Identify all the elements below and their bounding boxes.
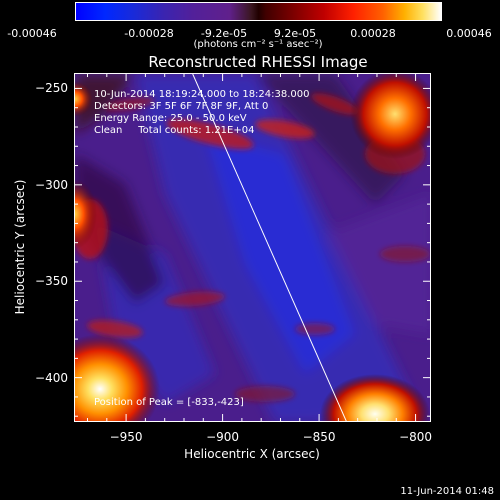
x-tick-label: −850	[302, 430, 336, 444]
heatmap-canvas	[75, 74, 430, 421]
annotation-time-range: 10-Jun-2014 18:19:24.000 to 18:24:38.000	[94, 89, 310, 100]
hotspot-top-right	[350, 74, 430, 159]
footer-timestamp: 11-Jun-2014 01:48	[400, 486, 494, 497]
heatmap-texture	[75, 74, 430, 421]
annotation-energy-range: Energy Range: 25.0 - 50.0 keV	[94, 113, 247, 124]
annotation-detectors: Detectors: 3F 5F 6F 7F 8F 9F, Att 0	[94, 101, 269, 112]
y-tick-label: −250	[35, 81, 68, 96]
hotspot-left	[75, 179, 97, 249]
y-tick-label: −400	[35, 370, 68, 385]
hotspot-bottom-left	[75, 334, 160, 421]
y-tick-label: −300	[35, 177, 68, 192]
chart-title: Reconstructed RHESSI Image	[148, 53, 368, 71]
x-tick-label: −800	[399, 430, 433, 444]
x-tick-label: −900	[206, 430, 240, 444]
annotation-counts: Clean Total counts: 1.21E+04	[94, 125, 255, 136]
colorbar-tick-label: -9.2e-05	[200, 27, 248, 40]
limb-line	[192, 74, 347, 421]
hotspot-top-left	[75, 81, 93, 117]
colorbar-tick-label: 0.00046	[446, 27, 492, 40]
colorbar-tick-label: 0.00028	[350, 27, 396, 40]
hotspot-bottom-right	[320, 374, 430, 421]
colorbar-tick-label: 9.2e-05	[273, 27, 317, 40]
annotation-peak-position: Position of Peak = [-833,-423]	[94, 397, 244, 408]
x-axis-title: Heliocentric X (arcsec)	[184, 447, 320, 461]
y-axis-title: Heliocentric Y (arcsec)	[13, 179, 27, 315]
colorbar-tick-label: -0.00046	[7, 27, 57, 40]
colorbar-tick-label: -0.00028	[124, 27, 174, 40]
colorbar-units: (photons cm⁻² s⁻¹ asec⁻²)	[193, 39, 323, 50]
x-tick-label: −950	[109, 430, 143, 444]
colorbar	[75, 2, 442, 21]
plot-area: 10-Jun-2014 18:19:24.000 to 18:24:38.000…	[74, 73, 431, 422]
y-tick-label: −350	[35, 274, 68, 289]
